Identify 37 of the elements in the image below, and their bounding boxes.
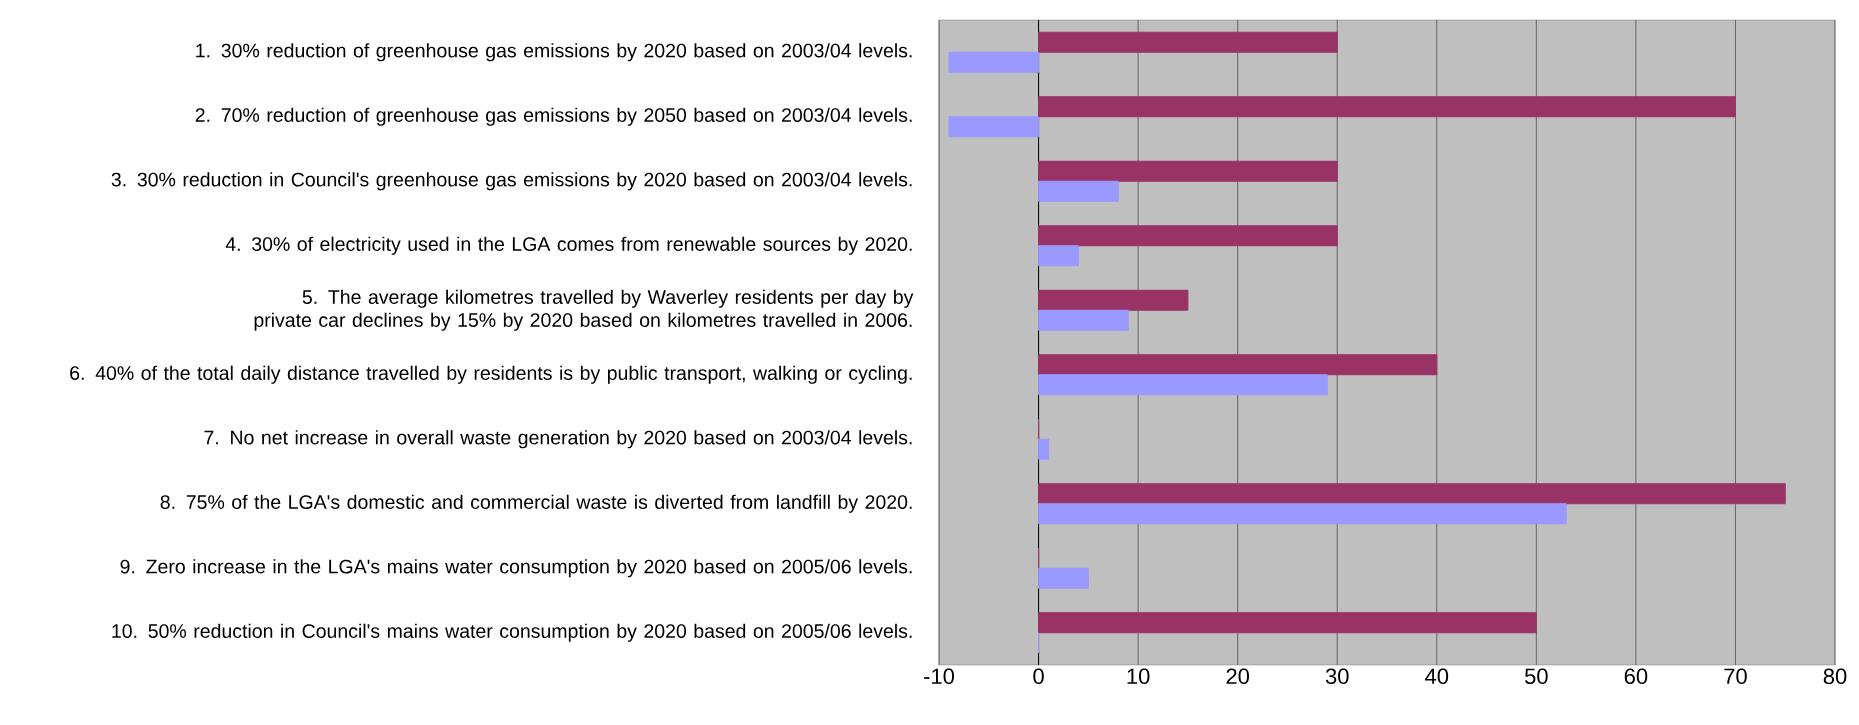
bar [1038,160,1338,182]
x-tick-label: 10 [1127,668,1150,685]
bar [1038,483,1786,505]
y-tick-label: 3. 30% reduction in Council's greenhouse gas emissions by 2020 based on 2003/04 levels. [111,172,912,191]
x-tick-label: -10 [924,668,955,685]
x-tick-label: 30 [1325,668,1349,685]
x-tick-label: 20 [1226,668,1250,685]
y-tick-label: 6. 40% of the total daily distance travelled by residents is by public transport, walking or cycling. [70,365,912,384]
x-tick-label: 50 [1524,668,1548,685]
bar [1038,438,1050,460]
y-tick-label: 10. 50% reduction in Council's mains water consumption by 2020 based on 2005/06 levels. [112,623,912,642]
x-tick-label: 60 [1624,668,1648,685]
y-tick-label: 9. Zero increase in the LGA's mains water consumption by 2020 based on 2005/06 levels. [120,559,912,578]
bar [1038,354,1438,376]
bar [1038,503,1567,525]
bar [1038,31,1338,53]
bar [948,116,1040,138]
y-tick-label: 2. 70% reduction of greenhouse gas emissions by 2050 based on 2003/04 levels. [195,107,912,126]
bar [1038,567,1089,589]
x-tick-label: 80 [1823,668,1847,685]
bar [1038,180,1119,202]
bar [1038,96,1736,118]
y-tick-label: 1. 30% reduction of greenhouse gas emissions by 2020 based on 2003/04 levels. [196,43,912,62]
y-tick-label: 5. The average kilometres travelled by Waverley residents per day by private car declines by 15% by 2020 based on kilometres travelled in 2006. [254,289,914,331]
y-tick-label: 4. 30% of electricity used in the LGA comes from renewable sources by 2020. [225,236,912,255]
x-tick-label: 0 [1033,668,1044,685]
bar [1038,225,1338,247]
bar [1038,289,1189,311]
bar [1038,612,1537,634]
x-tick-label: 70 [1724,668,1747,685]
bar [1038,309,1129,331]
bar [1038,374,1328,396]
y-tick-label: 7. No net increase in overall waste generation by 2020 based on 2003/04 levels. [204,430,912,449]
y-tick-label: 8. 75% of the LGA's domestic and commercial waste is diverted from landfill by 2020. [160,494,912,513]
bar [1038,245,1079,267]
x-tick-label: 40 [1425,668,1449,685]
bar [948,51,1040,73]
